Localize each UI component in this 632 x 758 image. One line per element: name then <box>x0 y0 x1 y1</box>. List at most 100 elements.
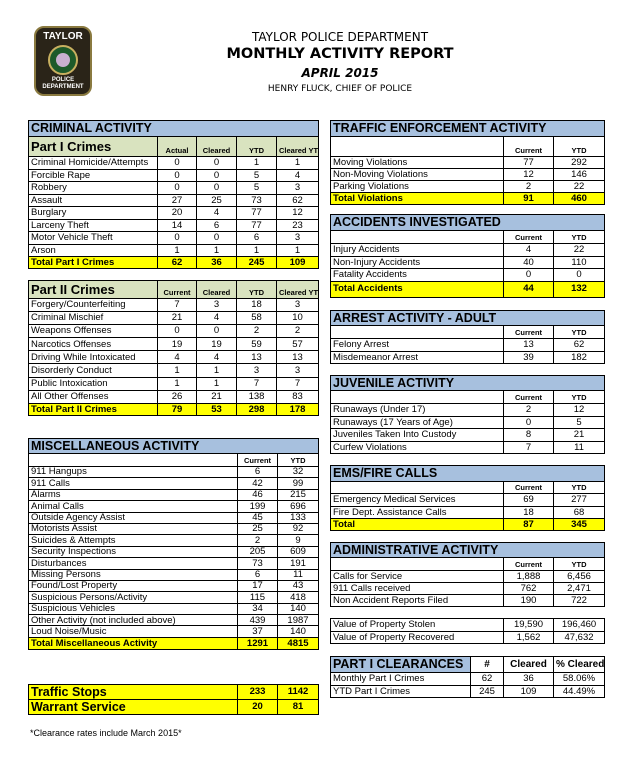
row-value: 25 <box>196 193 237 207</box>
table-row: Suspicious Persons/Activity 115 418 <box>28 591 319 604</box>
column-header: YTD <box>553 481 605 494</box>
row-value: 205 <box>237 545 278 559</box>
row-label: Value of Property Stolen <box>330 618 504 632</box>
row-value: 2 <box>236 324 277 339</box>
row-value: 43 <box>277 579 319 593</box>
table-heading <box>330 230 504 244</box>
row-value: 3 <box>275 231 320 245</box>
row-label: Criminal Homicide/Attempts <box>28 156 158 170</box>
table-row: Misdemeanor Arrest 39 182 <box>330 350 606 364</box>
row-value: 199 <box>237 500 278 513</box>
property-section: Value of Property Stolen 19,590 196,460 Val… <box>330 618 605 644</box>
column-header: Current <box>503 557 554 571</box>
section-title: MISCELLANEOUS ACTIVITY <box>28 438 319 454</box>
row-value: 196,460 <box>553 618 605 632</box>
table-row: Security Inspections 205 609 <box>28 545 319 559</box>
row-label: Public Intoxication <box>28 376 158 391</box>
table-row: Forcible Rape 0 0 5 4 <box>28 168 320 182</box>
row-value: 0 <box>503 268 554 282</box>
table-row: Alarms 46 215 <box>28 488 319 502</box>
row-label: Felony Arrest <box>330 338 504 352</box>
row-label: Assault <box>28 193 158 207</box>
row-value: 233 <box>237 684 278 700</box>
row-value: 2,471 <box>552 582 606 595</box>
table-row: Emergency Medical Services 69 277 <box>330 493 605 507</box>
row-value: 245 <box>470 684 504 698</box>
table-row: Runaways (17 Years of Age) 0 5 <box>330 415 605 429</box>
row-value: 292 <box>552 156 606 169</box>
row-label: Motor Vehicle Theft <box>28 231 158 245</box>
table-row: Value of Property Recovered 1,562 47,632 <box>330 630 605 644</box>
row-value: 418 <box>277 591 319 604</box>
column-header: % Cleared <box>553 656 605 673</box>
row-value: 5 <box>236 168 277 182</box>
row-value: 609 <box>277 545 319 559</box>
total-label: Total Miscellaneous Activity <box>28 636 238 650</box>
row-value: 1142 <box>277 684 319 700</box>
row-value: 439 <box>237 614 278 627</box>
table-row: Injury Accidents 4 22 <box>330 243 606 257</box>
row-label: Weapons Offenses <box>28 324 158 339</box>
column-header: # <box>470 656 504 673</box>
row-value: 39 <box>503 350 554 364</box>
row-value: 21 <box>157 311 197 326</box>
table-row: Robbery 0 0 5 3 <box>28 181 320 195</box>
row-value: 25 <box>237 522 278 536</box>
table-row: Public Intoxication 1 1 7 7 <box>28 376 319 391</box>
row-value: 133 <box>277 511 319 524</box>
row-label: Moving Violations <box>330 156 504 169</box>
total-value: 91 <box>503 192 554 205</box>
row-label: Security Inspections <box>28 545 238 559</box>
row-value: 34 <box>237 602 278 616</box>
column-header: Current <box>503 230 554 244</box>
row-value: 2 <box>237 534 278 547</box>
column-header: YTD <box>552 230 606 244</box>
row-value: 4 <box>196 206 237 220</box>
row-value: 5 <box>553 415 605 429</box>
row-label: Outside Agency Assist <box>28 511 238 524</box>
table-row: YTD Part I Crimes 245 109 44.49% <box>330 684 605 698</box>
row-value: 12 <box>275 206 320 220</box>
row-label: Injury Accidents <box>330 243 504 257</box>
row-label: Misdemeanor Arrest <box>330 350 504 364</box>
row-value: 1 <box>236 156 277 170</box>
table-row: Calls for Service 1,888 6,456 <box>330 570 606 583</box>
table-row: Warrant Service 20 81 <box>28 699 319 715</box>
chief-name: HENRY FLUCK, CHIEF OF POLICE <box>267 84 413 94</box>
logo-text: POLICE DEPARTMENT <box>42 77 84 90</box>
row-label: Non Accident Reports Filed <box>330 594 504 607</box>
total-value: 298 <box>236 402 277 416</box>
row-label: Animal Calls <box>28 500 238 513</box>
table-heading: PART I CLEARANCES <box>330 656 471 673</box>
row-value: 0 <box>157 168 197 182</box>
total-row: Total Violations 91 460 <box>330 192 606 205</box>
row-value: 0 <box>157 231 197 245</box>
total-label: Total Accidents <box>330 280 504 298</box>
total-value: 62 <box>157 256 197 269</box>
row-value: 7 <box>503 440 554 454</box>
row-label: Value of Property Recovered <box>330 630 504 644</box>
row-value: 40 <box>503 255 554 269</box>
row-value: 2 <box>503 403 554 417</box>
row-value: 11 <box>277 568 319 581</box>
row-value: 0 <box>196 168 237 182</box>
row-label: Robbery <box>28 181 158 195</box>
row-value: 58 <box>236 311 277 326</box>
row-value: 45 <box>237 511 278 524</box>
table-row: Non-Moving Violations 12 146 <box>330 168 606 181</box>
table-row: Fatality Accidents 0 0 <box>330 268 606 282</box>
row-label: Non-Moving Violations <box>330 168 504 181</box>
row-value: 59 <box>236 337 277 352</box>
table-row: Moving Violations 77 292 <box>330 156 606 169</box>
traffic-section: TRAFFIC ENFORCEMENT ACTIVITY Current YTD Mo… <box>329 120 606 205</box>
row-label: Suspicious Persons/Activity <box>28 591 238 604</box>
row-value: 7 <box>276 376 319 391</box>
table-row: All Other Offenses 26 21 138 83 <box>28 389 319 404</box>
row-value: 0 <box>503 415 554 429</box>
row-value: 81 <box>277 699 319 715</box>
row-value: 6 <box>237 465 278 479</box>
row-label: Other Activity (not included above) <box>28 614 238 627</box>
total-value: 44 <box>503 280 554 298</box>
row-value: 47,632 <box>553 630 605 644</box>
total-label: Total Part II Crimes <box>28 402 158 416</box>
